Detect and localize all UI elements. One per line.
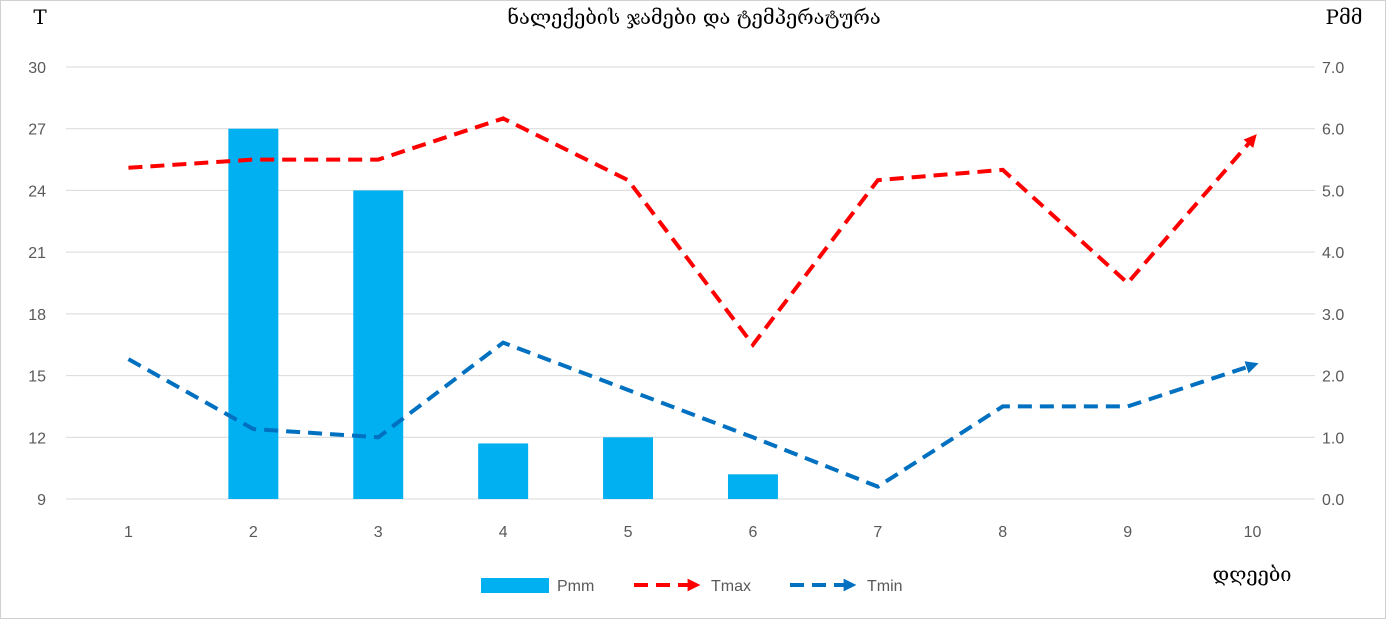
x-axis-title: დღეები [1213, 562, 1292, 586]
bar-series-pmm [228, 128, 778, 499]
left-tick-label: 9 [37, 492, 46, 509]
left-tick-label: 30 [28, 60, 46, 77]
x-axis-ticks: 1 2 3 4 5 6 7 8 9 10 [124, 524, 1262, 541]
left-tick-label: 21 [28, 245, 46, 262]
x-tick-label: 1 [124, 524, 133, 541]
right-tick-label: 2.0 [1322, 369, 1344, 386]
legend: Pmm Tmax Tmin [481, 578, 903, 595]
legend-swatch-pmm [481, 578, 549, 593]
legend-label-tmax: Tmax [711, 578, 751, 595]
line-series [127, 116, 1259, 489]
left-tick-label: 27 [28, 122, 46, 139]
left-tick-label: 12 [28, 430, 46, 447]
x-tick-label: 4 [499, 524, 508, 541]
chart-title: ნალექების ჯამები და ტემპერატურა [507, 5, 880, 29]
left-axis-title: T [33, 5, 47, 29]
bar-pmm [727, 474, 778, 499]
right-tick-label: 3.0 [1322, 307, 1344, 324]
right-axis-ticks: 0.0 1.0 2.0 3.0 4.0 5.0 6.0 7.0 [1322, 60, 1344, 509]
left-tick-label: 24 [28, 183, 46, 200]
x-tick-label: 7 [873, 524, 882, 541]
x-tick-label: 9 [1123, 524, 1132, 541]
x-tick-label: 8 [998, 524, 1007, 541]
right-tick-label: 6.0 [1322, 122, 1344, 139]
x-tick-label: 2 [249, 524, 258, 541]
x-tick-label: 3 [374, 524, 383, 541]
x-tick-label: 5 [624, 524, 633, 541]
bar-pmm [228, 128, 279, 499]
line-tmax [128, 116, 1257, 349]
legend-label-pmm: Pmm [557, 578, 594, 595]
x-tick-label: 6 [748, 524, 757, 541]
bar-pmm [353, 190, 404, 499]
bar-pmm [603, 437, 654, 499]
right-tick-label: 1.0 [1322, 430, 1344, 447]
line-tmin [127, 340, 1259, 489]
right-tick-label: 0.0 [1322, 492, 1344, 509]
right-tick-label: 7.0 [1322, 60, 1344, 77]
right-tick-label: 4.0 [1322, 245, 1344, 262]
legend-label-tmin: Tmin [867, 578, 903, 595]
right-tick-label: 5.0 [1322, 183, 1344, 200]
bar-pmm [478, 443, 529, 499]
left-tick-label: 15 [28, 369, 46, 386]
right-axis-title: Pმმ [1326, 5, 1363, 29]
x-tick-label: 10 [1244, 524, 1262, 541]
left-axis-ticks: 9 12 15 18 21 24 27 30 [28, 60, 46, 509]
left-tick-label: 18 [28, 307, 46, 324]
